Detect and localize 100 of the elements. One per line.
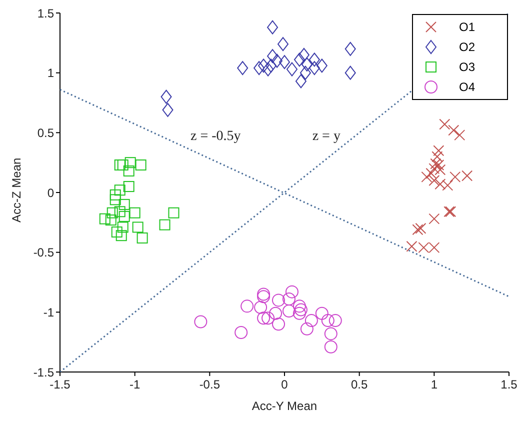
point bbox=[298, 48, 310, 62]
y-tick-label: -1 bbox=[43, 305, 54, 320]
point bbox=[428, 213, 440, 224]
annotation: z = -0.5y bbox=[190, 129, 241, 144]
point bbox=[300, 66, 311, 80]
point bbox=[105, 214, 116, 226]
legend-label: O4 bbox=[459, 80, 476, 94]
point bbox=[294, 52, 305, 67]
y-tick-label: 0 bbox=[47, 186, 54, 200]
point bbox=[272, 54, 283, 68]
point bbox=[285, 285, 298, 298]
point bbox=[117, 222, 128, 233]
point bbox=[272, 294, 286, 307]
point bbox=[124, 157, 136, 168]
point bbox=[129, 207, 140, 218]
point bbox=[433, 159, 444, 170]
point bbox=[282, 292, 296, 306]
point bbox=[111, 226, 122, 238]
point bbox=[434, 164, 446, 176]
point bbox=[132, 222, 144, 233]
point bbox=[237, 61, 248, 76]
annotation: z = y bbox=[312, 129, 340, 144]
point bbox=[316, 58, 328, 73]
point bbox=[428, 163, 440, 174]
point bbox=[426, 168, 437, 179]
point bbox=[267, 49, 278, 64]
point bbox=[234, 326, 248, 340]
point bbox=[106, 207, 118, 218]
point bbox=[432, 151, 443, 162]
point bbox=[262, 62, 274, 76]
point bbox=[428, 175, 440, 186]
point bbox=[257, 288, 270, 301]
point bbox=[160, 90, 172, 104]
point bbox=[439, 118, 450, 130]
y-tick-label: 0.5 bbox=[37, 126, 54, 140]
point bbox=[430, 158, 442, 170]
point bbox=[136, 232, 148, 244]
legend-label: O3 bbox=[459, 60, 476, 74]
point bbox=[412, 224, 424, 236]
point bbox=[344, 42, 356, 56]
point bbox=[240, 300, 254, 313]
legend-label: O2 bbox=[459, 40, 476, 54]
point bbox=[118, 198, 130, 210]
point bbox=[321, 314, 334, 328]
point bbox=[262, 312, 275, 325]
x-tick-label: -0.5 bbox=[199, 378, 220, 392]
point bbox=[324, 340, 338, 354]
point bbox=[110, 194, 121, 206]
point bbox=[123, 165, 134, 176]
point bbox=[254, 61, 265, 76]
point bbox=[114, 206, 126, 218]
point bbox=[301, 57, 312, 72]
point bbox=[266, 58, 277, 73]
point bbox=[269, 306, 282, 320]
point bbox=[324, 327, 338, 340]
point bbox=[286, 62, 298, 76]
y-tick-label: 1.5 bbox=[37, 6, 54, 20]
x-tick-label: -1 bbox=[129, 378, 140, 392]
point bbox=[292, 306, 306, 320]
point bbox=[328, 314, 342, 328]
point bbox=[344, 66, 356, 80]
point bbox=[308, 61, 320, 76]
point bbox=[194, 315, 208, 328]
point bbox=[257, 312, 270, 325]
point bbox=[114, 184, 126, 196]
point bbox=[272, 318, 286, 331]
point bbox=[258, 58, 270, 73]
point bbox=[159, 219, 170, 230]
point bbox=[454, 130, 466, 141]
point bbox=[267, 20, 278, 34]
y-tick-label: -1.5 bbox=[33, 365, 54, 380]
point bbox=[117, 159, 128, 170]
point bbox=[168, 207, 180, 218]
point bbox=[292, 300, 306, 313]
point bbox=[294, 303, 308, 316]
point bbox=[279, 55, 290, 70]
point bbox=[123, 181, 134, 192]
x-tick-label: 1 bbox=[430, 378, 438, 392]
point bbox=[300, 322, 314, 336]
legend-label: O1 bbox=[459, 20, 476, 34]
point bbox=[295, 74, 306, 88]
point bbox=[421, 171, 432, 182]
point bbox=[254, 300, 268, 314]
x-tick-label: 0.5 bbox=[350, 378, 368, 392]
y-tick-label: -0.5 bbox=[33, 246, 54, 260]
point bbox=[116, 230, 127, 242]
point bbox=[278, 37, 289, 52]
x-tick-label: 1.5 bbox=[500, 378, 518, 392]
point bbox=[308, 52, 320, 67]
point bbox=[110, 189, 121, 200]
point bbox=[99, 213, 110, 224]
point bbox=[135, 159, 146, 170]
point bbox=[315, 306, 328, 320]
y-axis-title: Acc-Z Mean bbox=[9, 158, 24, 222]
x-axis-title: Acc-Y Mean bbox=[252, 399, 318, 413]
point bbox=[118, 210, 130, 222]
point bbox=[114, 159, 126, 170]
point bbox=[257, 290, 270, 304]
x-tick-label: 0 bbox=[281, 378, 288, 392]
point bbox=[448, 124, 460, 136]
